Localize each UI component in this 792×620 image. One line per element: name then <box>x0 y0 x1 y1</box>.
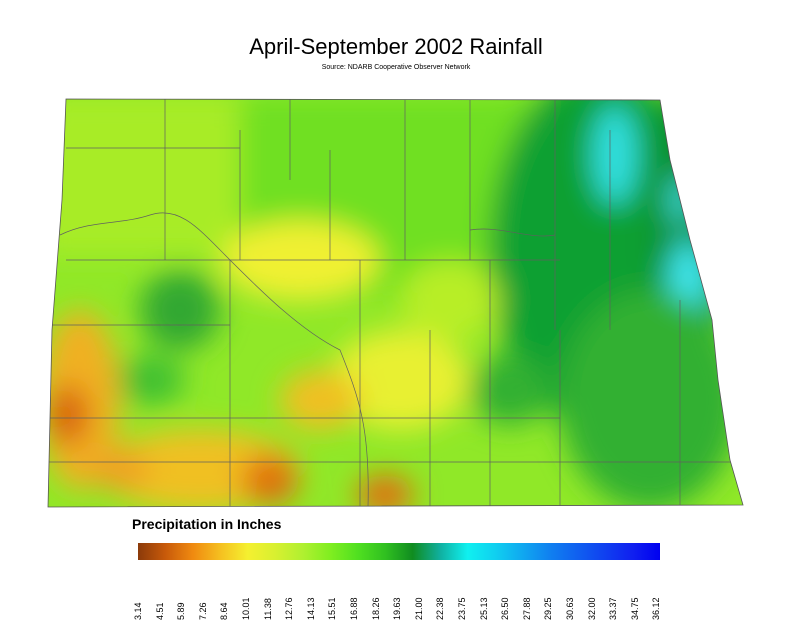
state-outline <box>47 98 744 508</box>
legend-tick-label: 16.88 <box>349 597 359 620</box>
legend-tick-label: 10.01 <box>241 597 251 620</box>
legend-tick-label: 7.26 <box>197 602 208 620</box>
legend-tick-label: 11.38 <box>262 598 273 620</box>
legend-tick-label: 29.25 <box>543 597 554 620</box>
legend-tick-label: 23.75 <box>457 597 467 620</box>
legend-tick-label: 32.00 <box>586 597 597 620</box>
legend-tick-label: 8.64 <box>219 602 230 620</box>
county-borders <box>48 99 740 507</box>
legend-tick-label: 18.26 <box>370 597 381 620</box>
legend-tick-label: 21.00 <box>413 597 424 620</box>
rainfall-field <box>48 99 743 507</box>
legend-tick-label: 25.13 <box>478 597 489 620</box>
legend-tick-label: 14.13 <box>305 597 316 620</box>
legend-tick-label: 3.14 <box>133 602 143 620</box>
legend-colorbar <box>138 543 660 560</box>
legend-tick-label: 4.51 <box>154 602 165 620</box>
legend-tick-label: 22.38 <box>435 597 446 620</box>
map-source: Source: NDARB Cooperative Observer Netwo… <box>321 64 471 71</box>
legend-tick-label: 26.50 <box>500 597 511 620</box>
legend-tick-label: 12.76 <box>284 597 295 620</box>
legend-tick-label: 34.75 <box>629 597 640 620</box>
legend-tick-label: 15.51 <box>327 597 338 620</box>
map-title: April-September 2002 Rainfall <box>249 34 543 59</box>
legend-tick-label: 33.37 <box>608 597 619 620</box>
legend-tick-label: 27.88 <box>521 597 532 620</box>
legend-tick-label: 30.63 <box>565 597 575 620</box>
legend-title: Precipitation in Inches <box>132 516 282 532</box>
legend-tick-label: 19.63 <box>392 597 403 620</box>
legend-tick-label: 5.89 <box>176 602 187 620</box>
legend-tick-label: 36.12 <box>651 597 662 620</box>
